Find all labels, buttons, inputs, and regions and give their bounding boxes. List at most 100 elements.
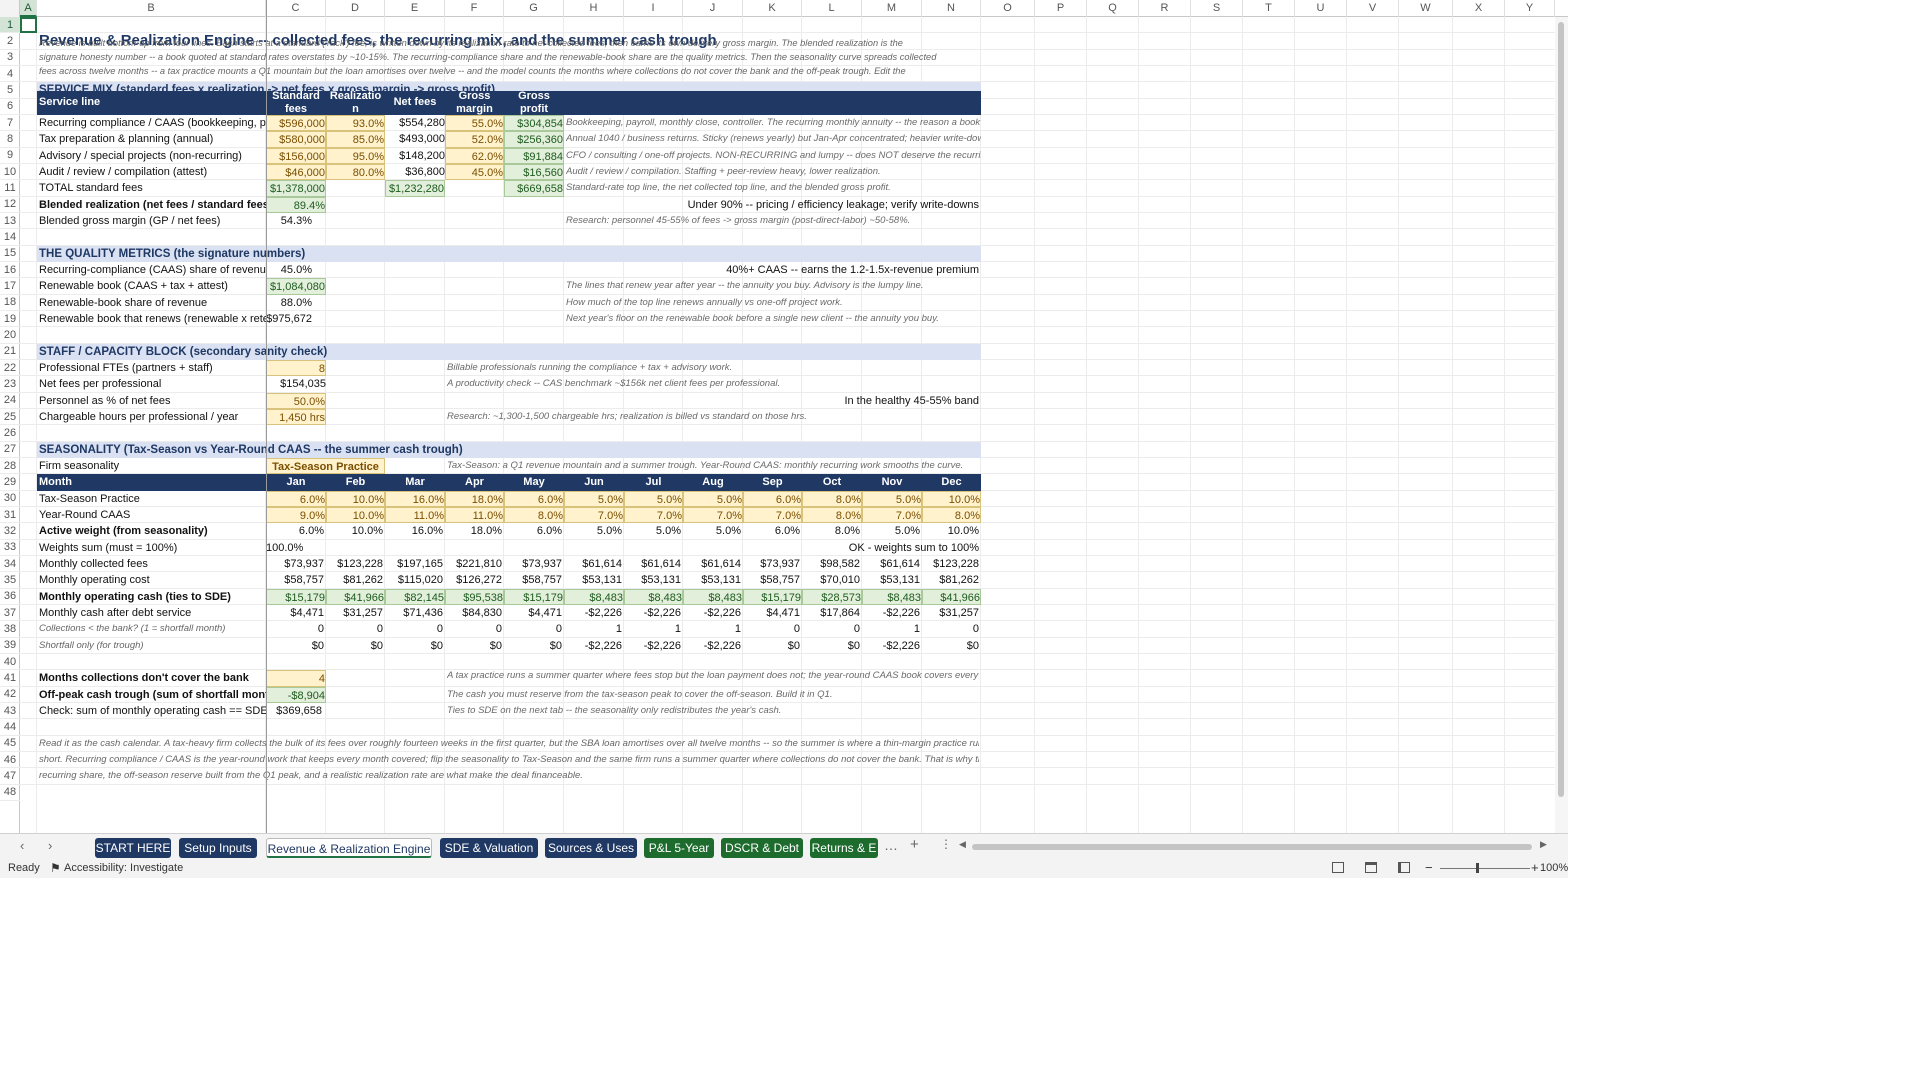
staff-value[interactable]: 50.0% [266,392,326,409]
row-header-29[interactable]: 29 [0,474,20,491]
season-tax_season-apr[interactable]: 18.0% [445,490,504,507]
quality-value[interactable]: 45.0% [280,263,312,276]
row-header-47[interactable]: 47 [0,768,20,785]
season-collected-apr[interactable]: $221,810 [456,557,502,570]
realization-input[interactable]: 95.0% [326,147,385,164]
chevron-right-icon[interactable]: › [48,838,53,853]
row-header-43[interactable]: 43 [0,703,20,720]
gross-profit-value[interactable]: $256,360 [504,131,564,148]
column-header-B[interactable]: B [37,0,266,17]
season-active-may[interactable]: 6.0% [536,525,562,538]
row-header-18[interactable]: 18 [0,295,20,311]
season-tax_season-aug[interactable]: 5.0% [683,490,743,507]
row-header-17[interactable]: 17 [0,278,20,295]
season-active-dec[interactable]: 10.0% [947,525,979,538]
season-op_cost-sep[interactable]: $58,757 [760,574,800,587]
gross-margin-input[interactable]: 52.0% [445,131,504,148]
zoom-out-button[interactable]: − [1425,860,1433,875]
column-header-V[interactable]: V [1347,0,1399,17]
season-active-aug[interactable]: 5.0% [715,525,741,538]
season-year_round-may[interactable]: 8.0% [504,506,564,524]
season-year_round-dec[interactable]: 8.0% [922,506,981,524]
column-header-K[interactable]: K [743,0,802,17]
season-op_cost-aug[interactable]: $53,131 [701,574,741,587]
row-header-3[interactable]: 3 [0,50,20,66]
standard-fee-input[interactable]: $580,000 [266,131,326,148]
staff-value[interactable]: $154,035 [280,378,326,391]
row-header-16[interactable]: 16 [0,262,20,279]
season-shortfall_flag-oct[interactable]: 0 [853,623,860,636]
season-after_debt-feb[interactable]: $31,257 [343,606,383,619]
season-op_cash-jan[interactable]: $15,179 [266,588,326,605]
row-header-6[interactable]: 6 [0,99,20,115]
season-active-nov[interactable]: 5.0% [894,525,920,538]
column-header-F[interactable]: F [445,0,504,17]
column-header-X[interactable]: X [1453,0,1505,17]
season-shortfall_only-jan[interactable]: $0 [311,639,324,652]
net-fees-value[interactable]: $148,200 [399,149,445,162]
row-header-45[interactable]: 45 [0,736,20,752]
season-after_debt-sep[interactable]: $4,471 [766,606,800,619]
season-after_debt-nov[interactable]: -$2,226 [882,606,920,619]
zoom-level[interactable]: 100% [1540,862,1568,874]
season-op_cash-apr[interactable]: $95,538 [445,588,504,605]
column-header-R[interactable]: R [1139,0,1191,17]
selected-cell[interactable] [20,17,37,34]
gross-margin-input[interactable]: 62.0% [445,147,504,164]
row-header-9[interactable]: 9 [0,148,20,164]
season-year_round-nov[interactable]: 7.0% [862,506,922,524]
season-collected-oct[interactable]: $98,582 [820,557,860,570]
season-collected-may[interactable]: $73,937 [522,557,562,570]
column-header-P[interactable]: P [1035,0,1087,17]
season-op_cost-jan[interactable]: $58,757 [284,574,324,587]
season-shortfall_flag-sep[interactable]: 0 [793,623,800,636]
gross-profit-value[interactable]: $304,854 [504,114,564,132]
row-header-13[interactable]: 13 [0,213,20,230]
season-shortfall_flag-mar[interactable]: 0 [436,623,443,636]
row-header-11[interactable]: 11 [0,180,20,197]
season-shortfall_flag-aug[interactable]: 1 [734,623,741,636]
season-tax_season-feb[interactable]: 10.0% [326,490,385,507]
season-after_debt-apr[interactable]: $84,830 [462,606,502,619]
row-header-7[interactable]: 7 [0,115,20,132]
season-shortfall_only-dec[interactable]: $0 [966,639,979,652]
season-active-jan[interactable]: 6.0% [298,525,324,538]
season-shortfall_flag-dec[interactable]: 0 [972,623,979,636]
select-all-corner[interactable] [0,0,20,17]
season-active-sep[interactable]: 6.0% [774,525,800,538]
column-header-M[interactable]: M [862,0,922,17]
horizontal-scroll-thumb[interactable] [972,844,1532,850]
sheet-tab-p-l-5-year[interactable]: P&L 5-Year [644,838,714,858]
season-year_round-jan[interactable]: 9.0% [266,506,326,524]
vertical-scroll-thumb[interactable] [1558,22,1564,797]
season-tax_season-jan[interactable]: 6.0% [266,490,326,507]
season-tax_season-sep[interactable]: 6.0% [743,490,802,507]
season-tax_season-mar[interactable]: 16.0% [385,490,445,507]
zoom-slider-thumb[interactable] [1476,863,1479,873]
row-header-4[interactable]: 4 [0,66,20,83]
page-break-icon[interactable] [1398,862,1410,873]
standard-fee-input[interactable]: $156,000 [266,147,326,164]
net-fees-value[interactable]: $493,000 [399,133,445,146]
row-header-30[interactable]: 30 [0,491,20,507]
column-header-I[interactable]: I [624,0,683,17]
season-op_cash-feb[interactable]: $41,966 [326,588,385,605]
page-layout-icon[interactable] [1365,862,1377,873]
gross-margin-input[interactable]: 55.0% [445,114,504,132]
blended-gm-value[interactable]: 54.3% [280,214,312,227]
add-sheet-button[interactable]: + [910,836,919,853]
column-header-H[interactable]: H [564,0,624,17]
row-header-42[interactable]: 42 [0,687,20,703]
season-shortfall_flag-feb[interactable]: 0 [376,623,383,636]
zoom-slider[interactable] [1440,868,1530,869]
summary-value[interactable]: -$8,904 [266,686,326,703]
quality-value[interactable]: $975,672 [266,312,312,325]
season-tax_season-jun[interactable]: 5.0% [564,490,624,507]
total-gross-profit[interactable]: $669,658 [504,180,564,197]
season-year_round-oct[interactable]: 8.0% [802,506,862,524]
chevron-left-icon[interactable]: ‹ [20,838,25,853]
season-shortfall_only-may[interactable]: $0 [549,639,562,652]
season-after_debt-oct[interactable]: $17,864 [820,606,860,619]
season-year_round-jul[interactable]: 7.0% [624,506,683,524]
row-header-22[interactable]: 22 [0,360,20,377]
